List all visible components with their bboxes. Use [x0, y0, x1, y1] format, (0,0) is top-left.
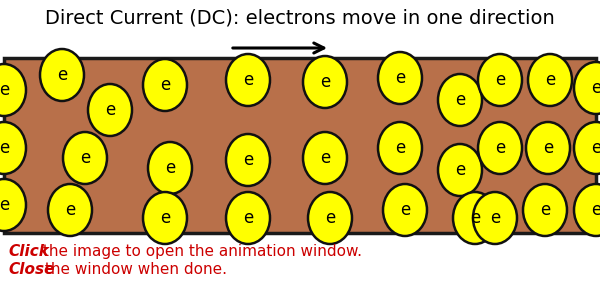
Text: e: e [495, 71, 505, 89]
Text: e: e [395, 69, 405, 87]
Text: the window when done.: the window when done. [40, 262, 227, 277]
Ellipse shape [478, 54, 522, 106]
Text: e: e [400, 201, 410, 219]
Ellipse shape [453, 192, 497, 244]
Ellipse shape [303, 132, 347, 184]
Ellipse shape [226, 192, 270, 244]
Text: e: e [160, 76, 170, 94]
Text: e: e [495, 139, 505, 157]
Ellipse shape [143, 192, 187, 244]
Text: Direct Current (DC): electrons move in one direction: Direct Current (DC): electrons move in o… [45, 8, 555, 27]
Bar [4, 58, 596, 233]
Ellipse shape [308, 192, 352, 244]
Ellipse shape [574, 62, 600, 114]
Text: the image to open the animation window.: the image to open the animation window. [38, 244, 362, 259]
Text: e: e [243, 151, 253, 169]
Text: e: e [0, 196, 9, 214]
Ellipse shape [528, 54, 572, 106]
Text: e: e [0, 81, 9, 99]
Text: e: e [57, 66, 67, 84]
Text: e: e [540, 201, 550, 219]
Ellipse shape [574, 184, 600, 236]
Ellipse shape [303, 56, 347, 108]
Ellipse shape [63, 132, 107, 184]
Ellipse shape [226, 134, 270, 186]
Text: e: e [591, 201, 600, 219]
Text: e: e [243, 71, 253, 89]
Text: e: e [543, 139, 553, 157]
Text: e: e [80, 149, 90, 167]
Ellipse shape [473, 192, 517, 244]
Text: e: e [243, 209, 253, 227]
Ellipse shape [438, 144, 482, 196]
Text: e: e [455, 91, 465, 109]
Text: e: e [395, 139, 405, 157]
Text: e: e [545, 71, 555, 89]
Text: e: e [455, 161, 465, 179]
Text: e: e [470, 209, 480, 227]
Ellipse shape [143, 59, 187, 111]
Ellipse shape [526, 122, 570, 174]
Ellipse shape [88, 84, 132, 136]
Ellipse shape [574, 122, 600, 174]
Ellipse shape [48, 184, 92, 236]
Ellipse shape [40, 49, 84, 101]
Text: e: e [160, 209, 170, 227]
Ellipse shape [148, 142, 192, 194]
Text: e: e [105, 101, 115, 119]
Ellipse shape [0, 122, 26, 174]
Ellipse shape [438, 74, 482, 126]
Ellipse shape [478, 122, 522, 174]
Text: e: e [591, 139, 600, 157]
Text: e: e [325, 209, 335, 227]
Ellipse shape [523, 184, 567, 236]
Ellipse shape [0, 64, 26, 116]
Ellipse shape [226, 54, 270, 106]
Ellipse shape [383, 184, 427, 236]
Text: Click: Click [8, 244, 49, 259]
Text: Close: Close [8, 262, 55, 277]
Ellipse shape [378, 122, 422, 174]
Text: e: e [65, 201, 75, 219]
Text: e: e [320, 149, 330, 167]
Ellipse shape [378, 52, 422, 104]
Text: e: e [490, 209, 500, 227]
Text: e: e [320, 73, 330, 91]
Text: e: e [591, 79, 600, 97]
Text: e: e [165, 159, 175, 177]
Ellipse shape [0, 179, 26, 231]
Text: e: e [0, 139, 9, 157]
